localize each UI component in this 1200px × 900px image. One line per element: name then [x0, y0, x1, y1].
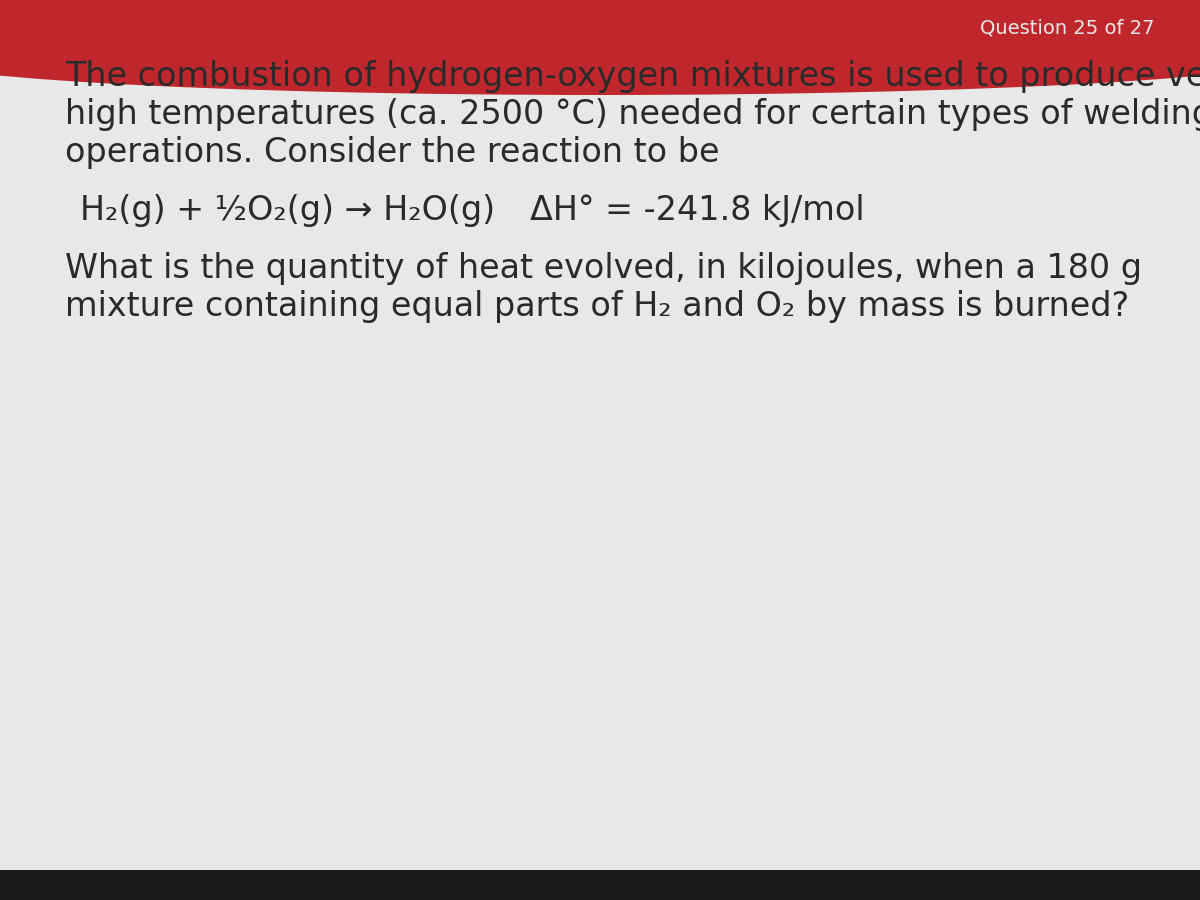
Bar [0, 870, 1200, 900]
Text: What is the quantity of heat evolved, in kilojoules, when a 180 g: What is the quantity of heat evolved, in… [65, 252, 1142, 285]
Text: mixture containing equal parts of H₂ and O₂ by mass is burned?: mixture containing equal parts of H₂ and… [65, 290, 1129, 323]
Ellipse shape [0, 15, 1200, 95]
Text: The combustion of hydrogen-oxygen mixtures is used to produce very: The combustion of hydrogen-oxygen mixtur… [65, 60, 1200, 93]
Text: ΔH° = -241.8 kJ/mol: ΔH° = -241.8 kJ/mol [530, 194, 865, 227]
Text: operations. Consider the reaction to be: operations. Consider the reaction to be [65, 136, 720, 169]
Text: Question 25 of 27: Question 25 of 27 [980, 18, 1154, 37]
Text: high temperatures (ca. 2500 °C) needed for certain types of welding: high temperatures (ca. 2500 °C) needed f… [65, 98, 1200, 131]
Bar [0, 0, 1200, 55]
Text: H₂(g) + ½O₂(g) → H₂O(g): H₂(g) + ½O₂(g) → H₂O(g) [80, 194, 496, 227]
